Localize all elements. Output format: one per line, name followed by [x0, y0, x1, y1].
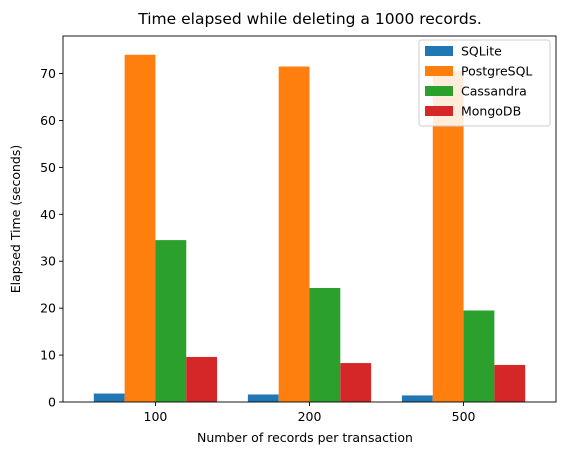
- legend-label-postgresql: PostgreSQL: [461, 64, 532, 79]
- legend-swatch-sqlite: [425, 46, 453, 56]
- bar-cassandra-500: [463, 310, 495, 402]
- plot-frame: [62, 35, 557, 403]
- y-tick-label: 30: [40, 254, 56, 269]
- x-tick-label: 200: [298, 409, 322, 424]
- y-tick-label: 50: [40, 160, 56, 175]
- y-tick-label: 10: [40, 348, 56, 363]
- x-axis-label: Number of records per transaction: [197, 430, 413, 445]
- bars-group: [93, 54, 526, 403]
- legend: SQLite PostgreSQL Cassandra MongoDB: [418, 39, 551, 127]
- bar-mongodb-500: [494, 364, 526, 402]
- y-axis-label: Elapsed Time (seconds): [8, 145, 23, 294]
- y-tick-label: 70: [40, 66, 56, 81]
- bar-cassandra-100: [155, 240, 187, 402]
- bar-mongodb-200: [340, 363, 372, 402]
- bar-sqlite-200: [247, 394, 279, 402]
- x-tick-label: 500: [452, 409, 476, 424]
- y-tick-label: 20: [40, 301, 56, 316]
- y-tick-label: 0: [48, 395, 56, 410]
- legend-swatch-postgresql: [425, 66, 453, 76]
- y-tick-label: 40: [40, 207, 56, 222]
- legend-label-mongodb: MongoDB: [461, 104, 521, 119]
- chart-title: Time elapsed while deleting a 1000 recor…: [137, 10, 482, 28]
- x-axis: 100 200 500: [144, 402, 476, 424]
- bar-cassandra-200: [309, 287, 341, 402]
- y-tick-label: 60: [40, 113, 56, 128]
- bar-sqlite-100: [93, 393, 125, 402]
- x-tick-label: 100: [144, 409, 168, 424]
- legend-box: [418, 39, 551, 127]
- legend-swatch-cassandra: [425, 86, 453, 96]
- legend-label-cassandra: Cassandra: [461, 84, 527, 99]
- legend-label-sqlite: SQLite: [461, 44, 502, 59]
- y-axis: 0 10 20 30 40 50 60 70: [40, 66, 63, 410]
- legend-swatch-mongodb: [425, 106, 453, 116]
- bar-postgresql-100: [124, 54, 156, 403]
- bar-sqlite-500: [401, 395, 433, 402]
- bar-postgresql-200: [278, 66, 310, 402]
- bar-mongodb-100: [186, 356, 218, 402]
